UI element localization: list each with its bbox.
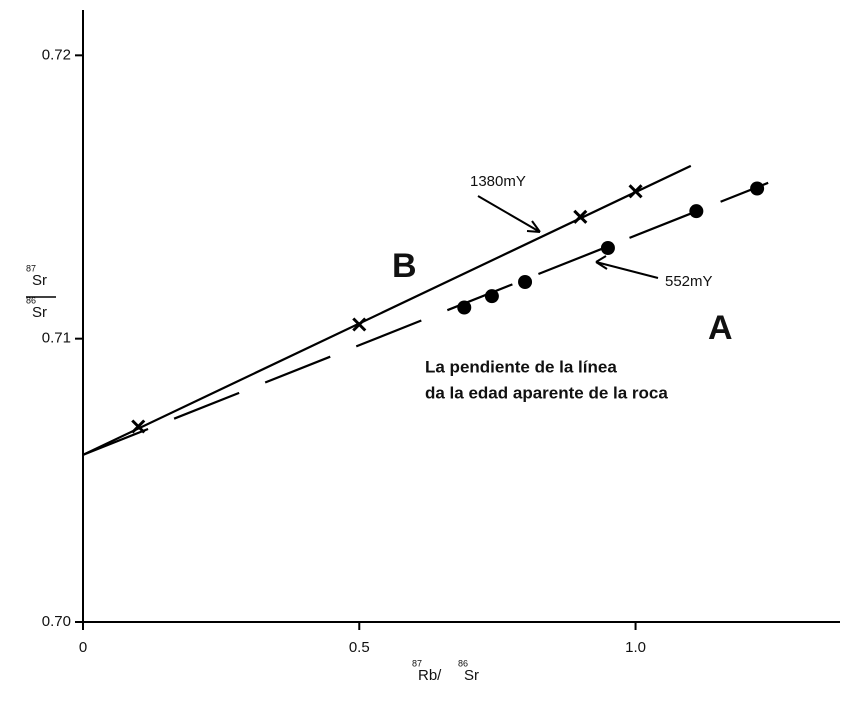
dot-marker — [600, 241, 615, 255]
dot-marker — [750, 181, 765, 196]
annotation: 1380mY — [470, 173, 526, 190]
y-axis-label-sup: 86 — [26, 295, 36, 305]
arrow — [477, 195, 541, 233]
isochron-line — [82, 181, 769, 456]
arrow — [595, 255, 659, 279]
x-axis-label: Sr — [464, 667, 479, 684]
y-axis-label-sup: 87 — [26, 263, 36, 273]
dot-marker — [484, 289, 499, 304]
isochron-line — [82, 164, 692, 456]
x-marker — [628, 184, 643, 199]
dot-marker — [689, 204, 704, 219]
annotation: 552mY — [665, 273, 713, 290]
note-line: da la edad aparente de la roca — [425, 383, 668, 402]
note-line: La pendiente de la línea — [425, 357, 617, 376]
series-name: B — [392, 247, 417, 285]
y-axis-label: Sr — [32, 272, 47, 289]
x-axis-label-sup: 87 — [412, 658, 422, 668]
series-name: A — [708, 309, 733, 347]
y-tick-label: 0.72 — [42, 46, 71, 63]
y-axis-label: Sr — [32, 304, 47, 321]
y-tick-label: 0.70 — [42, 613, 71, 630]
x-marker — [573, 209, 588, 224]
x-axis-label: Rb/ — [418, 667, 442, 684]
x-tick-label: 0.5 — [349, 639, 370, 656]
y-tick-label: 0.71 — [42, 330, 71, 347]
dot-marker — [457, 300, 472, 315]
dot-marker — [518, 275, 533, 289]
x-tick-label: 1.0 — [625, 639, 646, 656]
x-marker — [352, 317, 367, 332]
x-tick-label: 0 — [79, 639, 87, 656]
x-axis-label-sup: 86 — [458, 658, 468, 668]
